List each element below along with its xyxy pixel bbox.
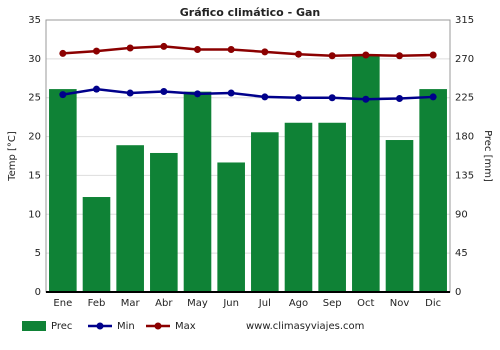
point xyxy=(194,46,201,54)
y2-tick-label: 45 xyxy=(455,248,468,259)
x-tick-label: Nov xyxy=(390,298,410,309)
point xyxy=(93,47,100,55)
x-tick-label: Jul xyxy=(258,298,271,309)
point xyxy=(328,94,336,102)
y-tick-label: 35 xyxy=(28,15,41,26)
bar xyxy=(150,152,178,292)
point xyxy=(396,94,403,102)
point xyxy=(295,50,302,58)
y2-axis-label: Prec [mm] xyxy=(482,130,493,182)
point xyxy=(227,46,235,54)
y-tick-label: 10 xyxy=(28,209,41,220)
bar xyxy=(217,162,245,292)
bar xyxy=(183,91,212,293)
x-tick-label: Feb xyxy=(88,298,106,309)
bar xyxy=(385,140,414,292)
point xyxy=(295,94,302,102)
point xyxy=(396,52,403,60)
point xyxy=(194,90,201,98)
point xyxy=(126,44,134,52)
x-tick-label: Ago xyxy=(289,298,308,309)
y-tick-label: 30 xyxy=(28,54,41,65)
bar xyxy=(82,197,111,292)
point xyxy=(362,51,370,59)
point xyxy=(59,49,67,57)
bar xyxy=(419,89,447,292)
bar xyxy=(352,55,380,293)
point xyxy=(261,93,269,101)
point xyxy=(160,87,168,95)
point xyxy=(93,85,100,93)
point xyxy=(429,51,437,59)
y2-tick-label: 270 xyxy=(455,54,474,65)
legend-label: Prec xyxy=(51,321,72,332)
point xyxy=(59,91,67,99)
point xyxy=(126,89,134,97)
y-tick-label: 20 xyxy=(28,132,41,143)
point xyxy=(227,89,235,97)
bar xyxy=(318,122,346,292)
x-tick-label: Sep xyxy=(323,298,342,309)
y2-tick-label: 225 xyxy=(455,93,474,104)
legend-swatch xyxy=(22,321,46,331)
legend-label: Min xyxy=(117,321,135,332)
watermark: www.climasyviajes.com xyxy=(246,321,364,332)
legend-label: Max xyxy=(175,321,196,332)
x-tick-label: Dic xyxy=(425,298,441,309)
bar xyxy=(284,122,313,292)
point xyxy=(261,48,269,56)
point xyxy=(328,52,336,60)
bar xyxy=(251,132,279,292)
bar xyxy=(49,89,77,292)
bar xyxy=(116,145,144,292)
y-axis-label: Temp [°C] xyxy=(7,131,18,182)
chart-title: Gráfico climático - Gan xyxy=(180,6,321,19)
legend-swatch xyxy=(96,322,104,330)
y2-tick-label: 135 xyxy=(455,170,474,181)
x-tick-label: Ene xyxy=(53,298,72,309)
legend-swatch xyxy=(154,322,162,330)
line xyxy=(62,87,434,101)
y2-tick-label: 180 xyxy=(455,132,474,143)
y-tick-label: 25 xyxy=(28,93,41,104)
x-tick-label: Oct xyxy=(357,298,374,309)
x-tick-label: Abr xyxy=(155,298,173,309)
x-tick-label: Mar xyxy=(121,298,141,309)
y2-tick-label: 0 xyxy=(455,287,461,298)
x-tick-label: May xyxy=(187,298,208,309)
y2-tick-label: 90 xyxy=(455,209,468,220)
y2-tick-label: 315 xyxy=(455,15,474,26)
point xyxy=(362,95,370,103)
y-tick-label: 0 xyxy=(35,287,41,298)
line xyxy=(62,45,434,57)
point xyxy=(429,93,437,101)
y-tick-label: 5 xyxy=(35,248,41,259)
y-tick-label: 15 xyxy=(28,170,41,181)
point xyxy=(160,42,168,50)
x-tick-label: Jun xyxy=(222,298,239,309)
